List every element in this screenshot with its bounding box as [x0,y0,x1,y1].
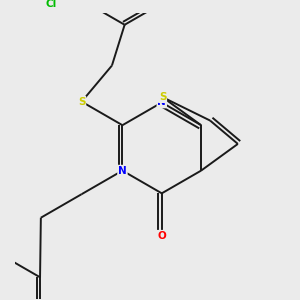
Text: O: O [158,231,166,241]
Text: Cl: Cl [45,0,56,9]
Text: S: S [78,97,85,106]
Text: N: N [118,166,127,176]
Text: N: N [158,98,166,107]
Text: S: S [159,92,166,102]
